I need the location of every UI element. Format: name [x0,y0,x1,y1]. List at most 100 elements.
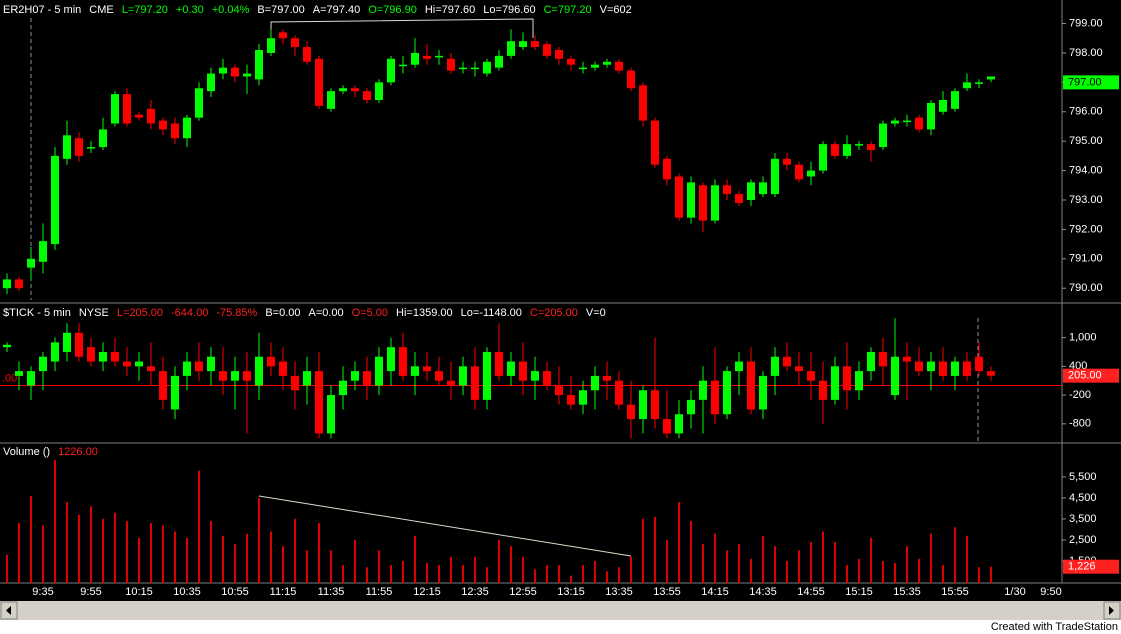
candle-body [327,91,335,109]
candle-body [651,390,659,420]
candle-body [279,32,287,39]
header-item: Hi=1359.00 [396,307,453,319]
candle-body [219,67,227,74]
candle-body [339,88,347,92]
x-tick-label: 15:55 [941,586,969,598]
candle-body [507,41,515,56]
candle-body [651,120,659,165]
volume-bar [918,558,920,583]
y-tick-label: 796.00 [1069,106,1103,118]
candle-body [195,361,203,372]
scrollbar[interactable] [0,601,1121,620]
candle-body [735,194,743,203]
candle-body [915,361,923,372]
x-tick-label: 10:35 [173,586,201,598]
header-item: V=602 [600,4,632,16]
x-tick-label: 11:35 [318,586,345,598]
candle-body [807,170,815,177]
candle-body [303,371,311,386]
candle-body [51,342,59,362]
candle-body [891,356,899,396]
candle-body [231,371,239,381]
volume-bar [882,560,884,583]
candle-body [63,135,71,159]
candle-body [327,395,335,434]
volume-bar [54,460,56,583]
candle-body [351,371,359,381]
volume-bar [618,567,620,583]
volume-bar [150,523,152,583]
x-tick-label: 14:55 [797,586,825,598]
candle-body [759,182,767,195]
candle-body [951,91,959,109]
volume-bar [78,514,80,583]
candle-body [615,61,623,71]
y-tick-label: 793.00 [1069,194,1103,206]
candle-body [963,361,971,376]
volume-bar [426,563,428,583]
candle-body [867,351,875,372]
candle-body [99,351,107,362]
candle-body [819,144,827,171]
candle-body [111,351,119,362]
volume-bar [714,533,716,583]
candle-body [951,361,959,376]
volume-bar [510,546,512,583]
y-tick-label: 5,500 [1069,471,1097,483]
x-tick-label: 14:35 [749,586,777,598]
candle-body [471,67,479,70]
volume-bar [402,560,404,583]
candle-body [411,366,419,376]
candle-body [459,366,467,386]
candle-body [759,375,767,410]
candle-body [39,356,47,372]
candle-body [723,185,731,195]
volume-bar [894,563,896,583]
candle-body [735,361,743,372]
volume-bar [654,516,656,583]
y-tick-label: 791.00 [1069,253,1103,265]
volume-bar [378,550,380,583]
header-item: B=797.00 [257,4,304,16]
x-tick-label: 10:55 [221,586,249,598]
y-tick-label: 794.00 [1069,164,1103,176]
candle-body [387,58,395,83]
candle-body [135,114,143,118]
volume-bar [294,518,296,583]
header-item: $TICK - 5 min [3,307,71,319]
candle-body [567,58,575,65]
candle-body [783,356,791,367]
y-tick-label: 4,500 [1069,492,1097,504]
candle-body [135,361,143,367]
candle-body [435,371,443,381]
volume-bar [318,523,320,583]
candle-body [915,117,923,130]
candle-body [195,88,203,118]
candle-body [207,73,215,92]
x-tick-label: 13:15 [557,586,585,598]
candle-body [615,380,623,405]
volume-bar [822,531,824,583]
candle-body [171,123,179,139]
volume-bar [246,533,248,583]
candle-body [639,85,647,121]
volume-bar [630,556,632,583]
candle-body [159,120,167,130]
volume-bar [942,565,944,583]
candle-body [39,241,47,262]
volume-bar [534,569,536,583]
candle-body [939,361,947,376]
candle-body [579,390,587,405]
header-item: O=5.00 [352,307,388,319]
x-tick-label: 14:15 [701,586,729,598]
candle-body [291,38,299,48]
candle-body [747,182,755,200]
y-tick-label: 1,000 [1069,331,1097,343]
header-item: +0.04% [212,4,250,16]
candle-body [771,158,779,195]
candle-body [843,366,851,391]
x-tick-label: 13:35 [605,586,633,598]
header-item: +0.30 [176,4,204,16]
candle-body [531,41,539,48]
candle-body [495,55,503,68]
